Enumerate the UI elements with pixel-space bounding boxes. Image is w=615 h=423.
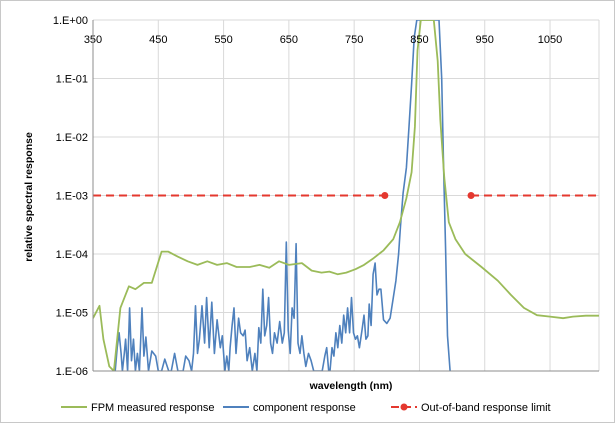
limit-marker <box>467 192 475 199</box>
y-tick-label: 1.E-03 <box>56 191 88 203</box>
x-tick-label: 750 <box>345 34 363 46</box>
limit-marker <box>381 192 389 199</box>
series-fpm-measured-response-line <box>93 20 599 371</box>
x-axis-title: wavelength (nm) <box>309 380 393 392</box>
legend-limit-entry: Out-of-band response limit <box>391 402 551 414</box>
x-tick-label: 550 <box>214 34 232 46</box>
axes: 1.E+00 1.E-01 1.E-02 1.E-03 1.E-04 1.E-05 1.E-… <box>53 15 599 378</box>
y-tick-label: 1.E-02 <box>56 132 88 144</box>
legend-limit-label: Out-of-band response limit <box>421 402 551 414</box>
x-tick-label: 650 <box>280 34 298 46</box>
y-tick-label: 1.E+00 <box>53 15 88 27</box>
legend-fpm-label: FPM measured response <box>91 402 215 414</box>
plot-series <box>93 20 599 371</box>
legend-component-entry: component response <box>223 402 356 414</box>
y-axis-title: relative spectral response <box>23 132 35 262</box>
x-tick-label: 850 <box>410 34 428 46</box>
legend-fpm-entry: FPM measured response <box>61 402 215 414</box>
series-component-response-line <box>114 20 451 371</box>
y-tick-label: 1.E-01 <box>56 74 88 86</box>
legend-component-label: component response <box>253 402 356 414</box>
x-tick-label: 1050 <box>538 34 562 46</box>
legend-limit-marker <box>400 403 408 411</box>
x-tick-label: 950 <box>476 34 494 46</box>
legend: FPM measured response component response O… <box>61 402 551 414</box>
y-tick-label: 1.E-04 <box>56 249 88 261</box>
y-tick-label: 1.E-05 <box>56 308 88 320</box>
y-tick-label: 1.E-06 <box>56 366 88 378</box>
x-tick-label: 450 <box>149 34 167 46</box>
